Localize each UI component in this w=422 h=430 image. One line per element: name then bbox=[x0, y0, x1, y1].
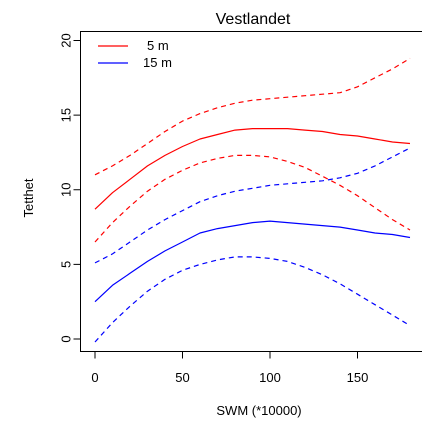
series-line-2 bbox=[94, 154, 411, 243]
series-line-4 bbox=[94, 147, 411, 264]
x-tick-label: 50 bbox=[175, 370, 189, 385]
x-tick-label: 150 bbox=[347, 370, 369, 385]
x-axis: 0 50 100 150 bbox=[91, 351, 369, 385]
series-line-3 bbox=[94, 220, 411, 303]
series-line-1 bbox=[94, 57, 411, 176]
x-axis-label: SWM (*10000) bbox=[216, 403, 301, 418]
x-tick-label: 0 bbox=[91, 370, 98, 385]
y-tick-label: 0 bbox=[59, 335, 74, 342]
y-tick-label: 20 bbox=[59, 33, 74, 47]
y-tick-label: 10 bbox=[59, 183, 74, 197]
series-line-0 bbox=[94, 128, 411, 210]
series-layer bbox=[94, 57, 411, 343]
x-tick-label: 100 bbox=[259, 370, 281, 385]
legend-label-15m: 15 m bbox=[143, 55, 172, 70]
y-tick-label: 5 bbox=[59, 261, 74, 268]
chart-title: Vestlandet bbox=[216, 11, 291, 28]
legend-label-5m: 5 m bbox=[147, 38, 169, 53]
y-axis-label: Tetthet bbox=[21, 178, 36, 217]
y-tick-label: 15 bbox=[59, 108, 74, 122]
series-line-5 bbox=[94, 256, 411, 343]
legend: 5 m 15 m bbox=[98, 38, 172, 70]
y-axis: 0 5 10 15 20 bbox=[59, 33, 81, 343]
